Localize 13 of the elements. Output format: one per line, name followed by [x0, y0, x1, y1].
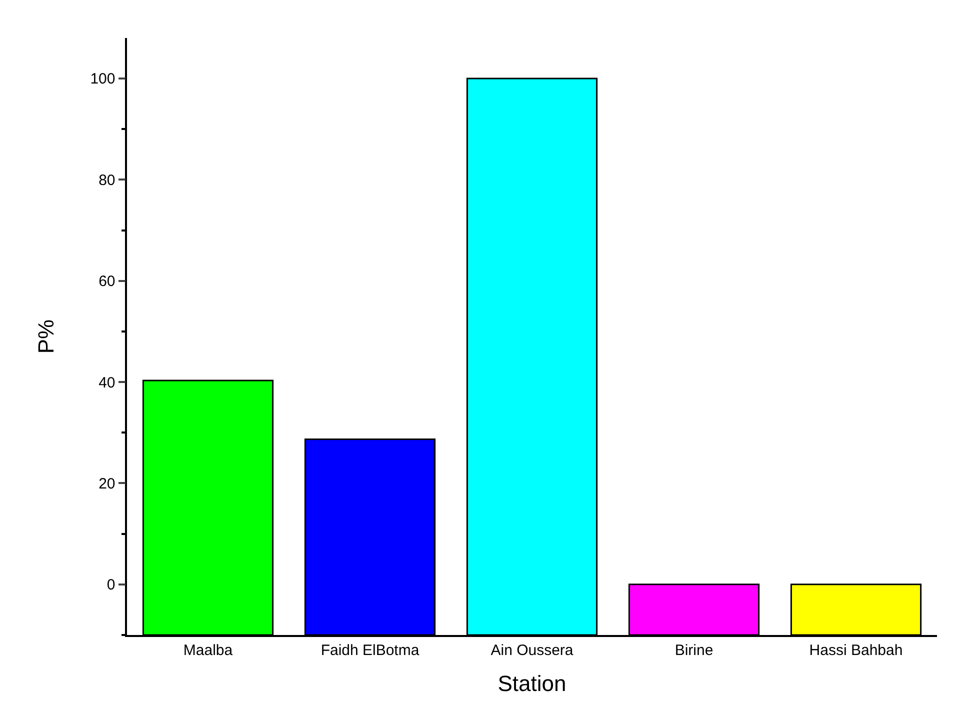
y-tick-label: 0 — [106, 576, 116, 594]
y-tick-label: 80 — [98, 172, 116, 189]
x-tick-label: Ain Oussera — [490, 642, 574, 659]
y-tick-label: 60 — [98, 273, 116, 290]
x-axis-title: Station — [498, 671, 566, 696]
y-tick-label: 20 — [98, 475, 116, 492]
x-tick-label: Hassi Bahbah — [809, 642, 903, 659]
x-tick-label: Birine — [674, 642, 714, 659]
y-axis-title: P% — [34, 319, 59, 354]
x-tick-label: Faidh ElBotma — [320, 642, 420, 659]
y-tick-label: 40 — [98, 374, 116, 392]
y-tick-label: 100 — [90, 70, 116, 88]
x-tick-label: Maalba — [183, 642, 234, 659]
